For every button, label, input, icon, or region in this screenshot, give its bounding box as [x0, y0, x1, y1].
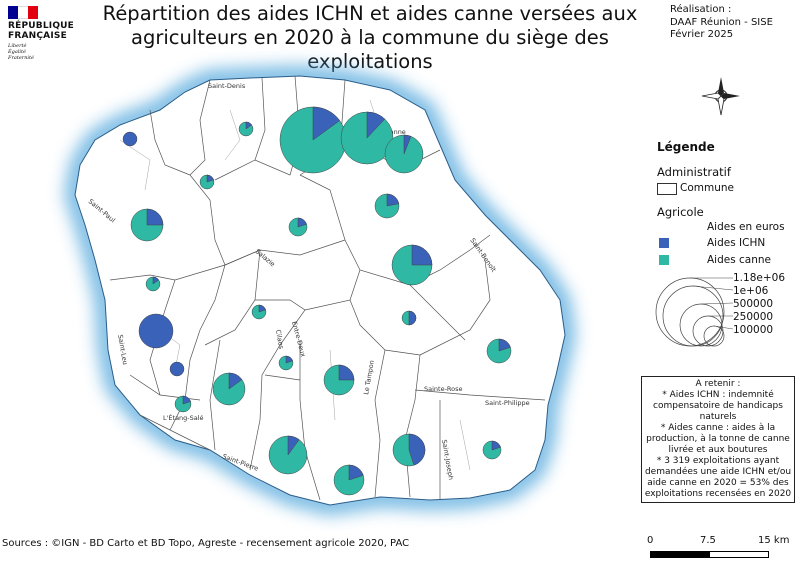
- size-label-4: 250000: [733, 311, 774, 323]
- republique-francaise-logo: RÉPUBLIQUE FRANÇAISE Liberté Égalité Fra…: [8, 6, 78, 61]
- pie-slice-ichn: [152, 276, 160, 285]
- label-saint-philippe: Saint-Philippe: [485, 399, 530, 407]
- pie-slice-ichn: [122, 131, 138, 147]
- note-line-2: * Aides canne : aides à la production, à…: [646, 423, 790, 455]
- motto-2: Égalité: [8, 49, 26, 55]
- reunion-map: Saint-Denis Sainte-Suzanne Saint-Paul Sa…: [65, 66, 575, 515]
- commune-pie: [145, 276, 161, 292]
- pie-slice-ichn: [338, 364, 355, 381]
- commune-pie: [130, 208, 164, 242]
- commune-pie: [482, 440, 502, 460]
- ichn-swatch: [659, 238, 669, 248]
- pie-slice-ichn: [366, 111, 386, 139]
- commune-pie: [238, 121, 254, 137]
- pie-slice-ichn: [169, 361, 185, 377]
- pie-slice-ichn: [245, 121, 253, 130]
- commune-pie: [278, 355, 294, 371]
- legend-admin-heading: Administratif: [657, 165, 731, 179]
- legend-aides-label: Aides en euros: [707, 221, 785, 233]
- commune-pie: [374, 193, 400, 219]
- label-cilaos: Cilaos: [274, 329, 285, 350]
- commune-pie: [401, 310, 417, 326]
- size-label-3: 500000: [733, 298, 774, 310]
- size-legend-circles: [655, 277, 734, 347]
- legend-commune-label: Commune: [680, 182, 734, 194]
- pie-slice-ichn: [498, 338, 511, 352]
- flag-icon: [8, 6, 38, 19]
- motto-3: Fraternité: [8, 55, 34, 61]
- pie-slice-ichn: [138, 313, 174, 349]
- pie-slice-ichn: [297, 217, 307, 228]
- logo-line-2: FRANÇAISE: [8, 31, 67, 41]
- pie-charts: [122, 106, 512, 496]
- commune-pie: [174, 395, 192, 413]
- label-saint-denis: Saint-Denis: [208, 82, 246, 90]
- pie-slice-ichn: [285, 355, 293, 364]
- commune-pie: [384, 134, 424, 174]
- scale-label-2: 15 km: [758, 535, 790, 546]
- legend-agri-heading: Agricole: [657, 205, 704, 219]
- commune-pie: [199, 174, 215, 190]
- commune-pie: [486, 338, 512, 364]
- commune-pie: [251, 304, 267, 320]
- commune-pie: [391, 244, 433, 286]
- commune-pie: [169, 361, 185, 377]
- commune-pie: [268, 435, 308, 475]
- pie-slice-ichn: [408, 433, 426, 466]
- size-label-1: 1.18e+06: [733, 272, 785, 284]
- pie-slice-ichn: [287, 435, 300, 456]
- commune-swatch: [657, 183, 677, 195]
- label-etang-sale: L'Étang-Salé: [163, 413, 204, 422]
- sources: Sources : ©IGN - BD Carto et BD Topo, Ag…: [2, 538, 410, 549]
- label-sainte-rose: Sainte-Rose: [424, 385, 463, 393]
- pie-slice-ichn: [258, 304, 266, 313]
- map-title: Répartition des aides ICHN et aides cann…: [102, 2, 638, 73]
- pie-slice-ichn: [403, 134, 412, 155]
- pie-slice-ichn: [411, 244, 433, 266]
- note-line-3: * 3 319 exploitations ayant demandées un…: [644, 456, 792, 499]
- size-label-2: 1e+06: [733, 285, 769, 297]
- commune-pie: [279, 106, 347, 174]
- canne-swatch: [659, 255, 669, 265]
- pie-slice-ichn: [206, 174, 214, 183]
- credit-label: Réalisation :: [670, 4, 732, 15]
- note-line-1: * Aides ICHN : indemnité compensatoire d…: [653, 390, 783, 422]
- pie-slice-ichn: [312, 106, 341, 141]
- commune-pie: [333, 464, 365, 496]
- commune-pie: [288, 217, 308, 237]
- legend-title: Légende: [657, 140, 715, 154]
- pie-slice-ichn: [228, 372, 243, 390]
- commune-pie: [212, 372, 246, 406]
- credit-date: Février 2025: [670, 29, 734, 40]
- note-heading: A retenir :: [695, 379, 741, 389]
- commune-pie: [392, 433, 426, 467]
- pie-slice-ichn: [348, 464, 364, 481]
- pie-slice-ichn: [491, 440, 501, 451]
- legend-canne-label: Aides canne: [707, 254, 772, 266]
- pie-slice-ichn: [146, 208, 164, 226]
- motto-1: Liberté: [8, 43, 27, 49]
- pie-slice-ichn: [408, 310, 417, 326]
- commune-pie: [122, 131, 138, 147]
- commune-pie: [323, 364, 355, 396]
- size-label-5: 100000: [733, 324, 774, 336]
- note-box: A retenir : * Aides ICHN : indemnité com…: [641, 376, 795, 503]
- legend-ichn-label: Aides ICHN: [707, 237, 766, 249]
- credits: Réalisation : DAAF Réunion - SISE Févrie…: [670, 4, 773, 42]
- scale-label-1: 7.5: [700, 535, 716, 546]
- scale-label-0: 0: [647, 535, 654, 546]
- commune-pie: [138, 313, 174, 349]
- scale-bar: [650, 551, 769, 558]
- pie-slice-ichn: [386, 193, 400, 207]
- commune-pie: [340, 111, 394, 165]
- pie-slice-ichn: [182, 395, 191, 405]
- island-outline: [74, 75, 566, 506]
- credit-org: DAAF Réunion - SISE: [670, 16, 773, 28]
- logo-line-1: RÉPUBLIQUE: [8, 21, 75, 31]
- north-arrow-icon: [701, 77, 740, 116]
